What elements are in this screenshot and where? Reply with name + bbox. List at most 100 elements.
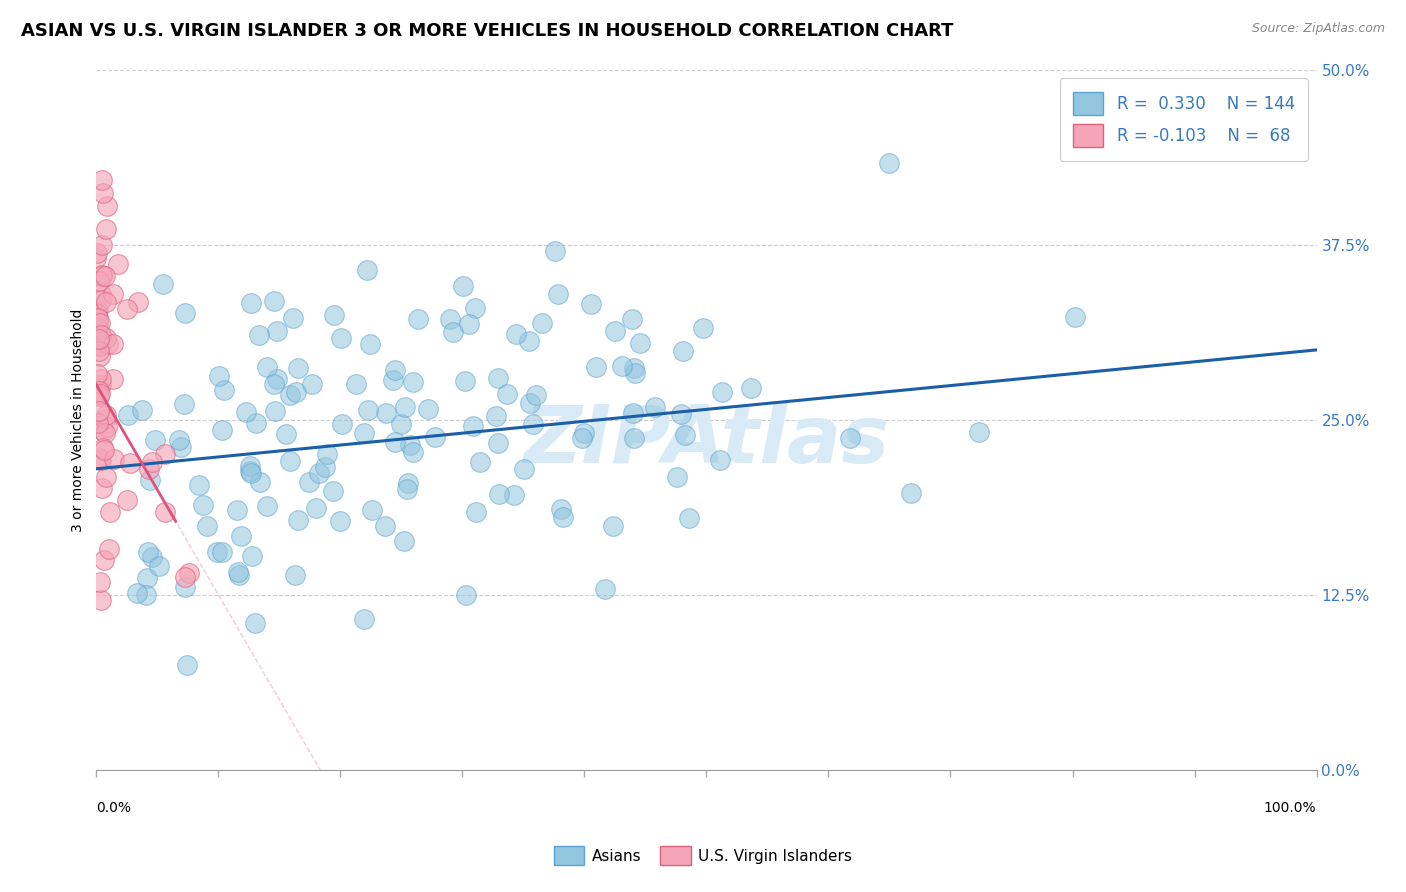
- Point: [87, 343, 110, 358]
- Point: [89, 404, 111, 418]
- Point: [87, 384, 110, 399]
- Point: [242, 549, 264, 564]
- Point: [211, 545, 233, 559]
- Point: [423, 430, 446, 444]
- Point: [451, 279, 474, 293]
- Point: [547, 287, 569, 301]
- Point: [212, 383, 235, 397]
- Point: [89, 316, 111, 330]
- Point: [245, 616, 267, 631]
- Point: [87, 332, 110, 346]
- Point: [628, 335, 651, 350]
- Point: [402, 375, 425, 389]
- Point: [96, 420, 118, 434]
- Point: [86, 367, 108, 381]
- Point: [550, 502, 572, 516]
- Point: [87, 310, 110, 325]
- Point: [148, 559, 170, 574]
- Point: [96, 408, 118, 422]
- Point: [544, 244, 567, 258]
- Point: [406, 311, 429, 326]
- Point: [153, 447, 176, 461]
- Point: [208, 369, 231, 384]
- Point: [91, 268, 114, 282]
- Point: [621, 312, 644, 326]
- Point: [610, 359, 633, 373]
- Point: [602, 519, 624, 533]
- Point: [176, 657, 198, 672]
- Point: [486, 435, 509, 450]
- Point: [603, 324, 626, 338]
- Point: [287, 360, 309, 375]
- Point: [394, 400, 416, 414]
- Point: [441, 325, 464, 339]
- Point: [585, 360, 607, 375]
- Point: [94, 425, 117, 440]
- Point: [90, 293, 112, 307]
- Point: [382, 373, 405, 387]
- Point: [93, 268, 115, 283]
- Text: ZIPAtlas: ZIPAtlas: [523, 401, 890, 480]
- Point: [464, 301, 486, 315]
- Point: [229, 529, 252, 543]
- Point: [91, 186, 114, 200]
- Point: [91, 441, 114, 455]
- Point: [486, 371, 509, 385]
- Point: [89, 451, 111, 466]
- Point: [579, 297, 602, 311]
- Text: 0.0%: 0.0%: [97, 801, 131, 815]
- Point: [709, 453, 731, 467]
- Point: [263, 294, 285, 309]
- Point: [173, 396, 195, 410]
- Point: [531, 316, 554, 330]
- Point: [285, 384, 308, 399]
- Point: [669, 407, 692, 421]
- Point: [247, 328, 270, 343]
- Point: [623, 431, 645, 445]
- Point: [314, 460, 336, 475]
- Point: [98, 541, 121, 556]
- Point: [115, 301, 138, 316]
- Point: [87, 320, 110, 334]
- Point: [211, 423, 233, 437]
- Point: [86, 338, 108, 352]
- Point: [173, 306, 195, 320]
- Point: [103, 451, 125, 466]
- Point: [96, 469, 118, 483]
- Point: [155, 505, 177, 519]
- Point: [188, 477, 211, 491]
- Point: [1064, 310, 1087, 324]
- Text: 100.0%: 100.0%: [1264, 801, 1316, 815]
- Point: [91, 173, 114, 187]
- Point: [143, 433, 166, 447]
- Point: [624, 366, 647, 380]
- Point: [900, 485, 922, 500]
- Point: [488, 487, 510, 501]
- Point: [315, 446, 337, 460]
- Point: [308, 466, 330, 480]
- Point: [356, 403, 378, 417]
- Point: [329, 514, 352, 528]
- Point: [356, 263, 378, 277]
- Legend: R =  0.330    N = 144, R = -0.103    N =  68: R = 0.330 N = 144, R = -0.103 N = 68: [1060, 78, 1308, 161]
- Point: [225, 503, 247, 517]
- Point: [329, 331, 352, 345]
- Point: [228, 568, 250, 582]
- Point: [138, 473, 160, 487]
- Point: [666, 470, 689, 484]
- Point: [513, 462, 536, 476]
- Point: [283, 568, 305, 582]
- Point: [136, 545, 159, 559]
- Point: [138, 461, 160, 475]
- Point: [98, 505, 121, 519]
- Point: [141, 455, 163, 469]
- Point: [711, 385, 734, 400]
- Point: [297, 475, 319, 489]
- Point: [644, 400, 666, 414]
- Point: [457, 317, 479, 331]
- Point: [391, 417, 413, 432]
- Point: [90, 287, 112, 301]
- Point: [249, 475, 271, 489]
- Point: [519, 396, 541, 410]
- Point: [226, 565, 249, 579]
